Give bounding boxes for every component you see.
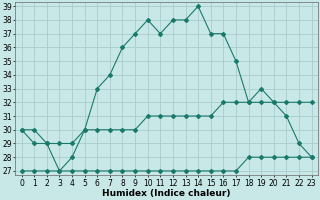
X-axis label: Humidex (Indice chaleur): Humidex (Indice chaleur) <box>102 189 231 198</box>
